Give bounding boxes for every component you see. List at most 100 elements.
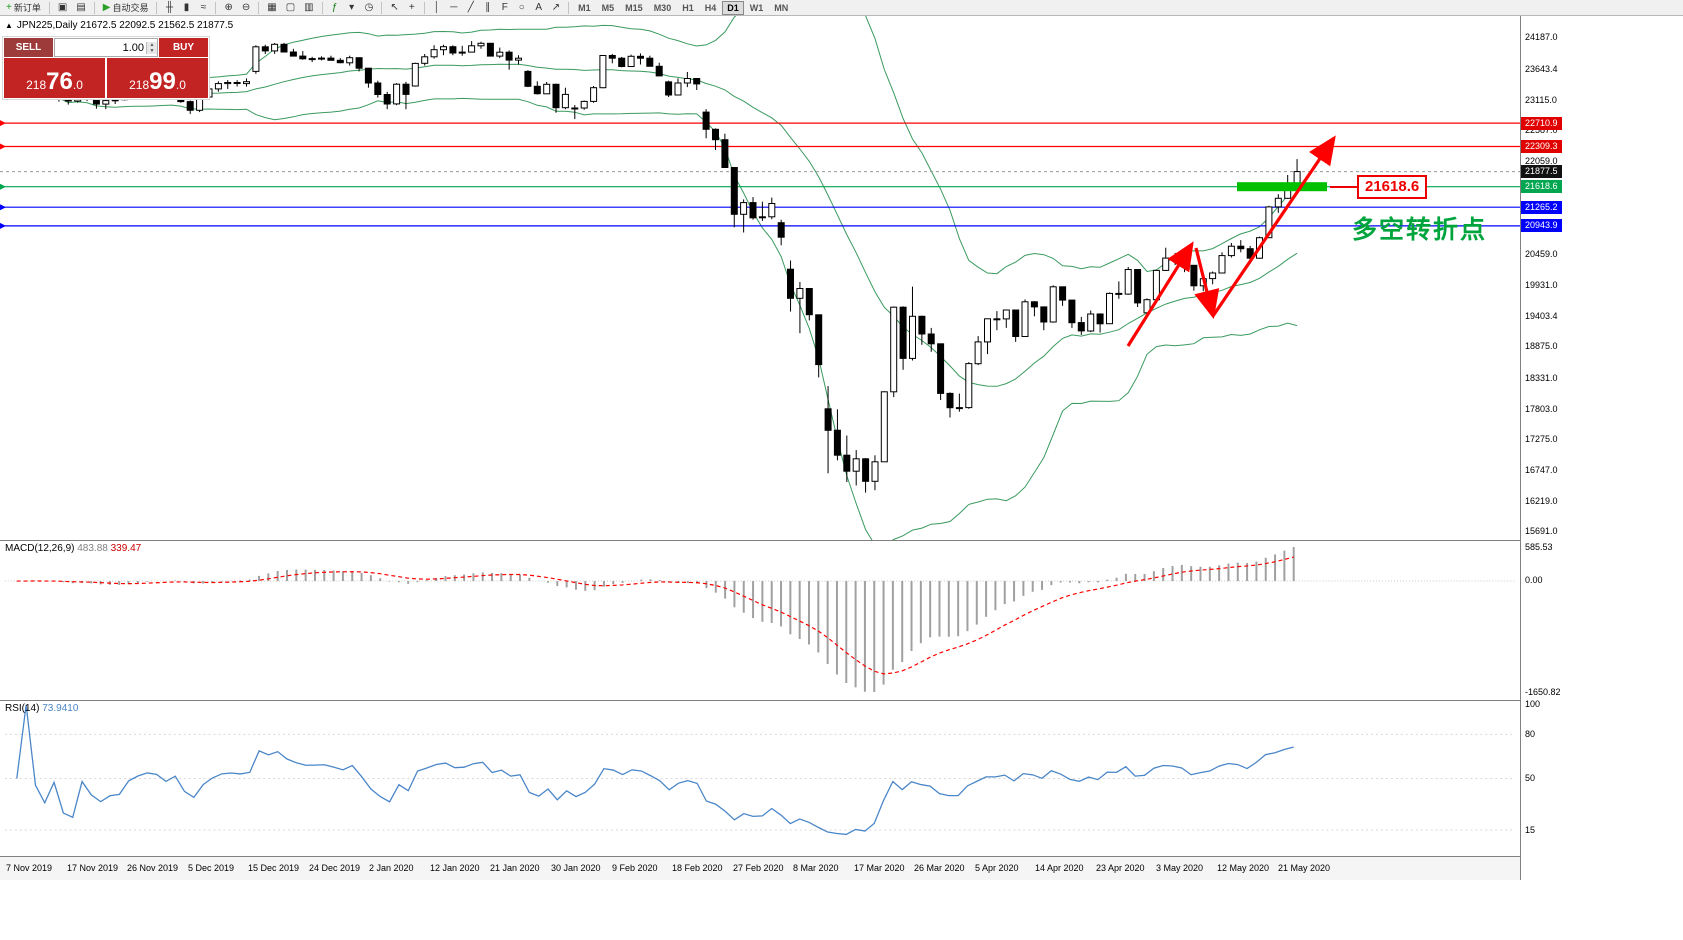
bar-chart-icon[interactable]: ╫ bbox=[161, 1, 177, 15]
fibonacci-icon[interactable]: F bbox=[497, 1, 513, 15]
timeframe-w1[interactable]: W1 bbox=[745, 1, 769, 15]
trend-arrows[interactable] bbox=[1126, 135, 1336, 347]
price-axis-tick: 16219.0 bbox=[1525, 496, 1558, 506]
price-axis-tick: 18331.0 bbox=[1525, 373, 1558, 383]
horizontal-line-icon-glyph: ─ bbox=[450, 1, 458, 13]
zoom-out-icon[interactable]: ⊖ bbox=[238, 1, 254, 15]
bollinger-upper-band bbox=[21, 16, 1298, 275]
crosshair-icon[interactable]: + bbox=[404, 1, 420, 15]
price-badge-21618.6[interactable]: 21618.6 bbox=[1521, 180, 1562, 193]
candle-body bbox=[224, 82, 232, 85]
volume-up-icon[interactable]: ▲ bbox=[147, 41, 157, 48]
arrows-tool-icon[interactable]: ↗ bbox=[548, 1, 564, 15]
price-axis-tick: 17803.0 bbox=[1525, 404, 1558, 414]
indicators-icon[interactable]: ƒ bbox=[327, 1, 343, 15]
date-axis-label: 26 Nov 2019 bbox=[127, 863, 179, 873]
profiles-icon[interactable]: ▤ bbox=[72, 1, 89, 15]
buy-button[interactable]: BUY bbox=[159, 38, 208, 57]
text-tool-button[interactable]: A bbox=[531, 1, 547, 15]
buy-price-sfx: .0 bbox=[175, 78, 186, 92]
toolbar-separator bbox=[215, 1, 217, 14]
sell-button[interactable]: SELL bbox=[4, 38, 53, 57]
shapes-icon-glyph: ○ bbox=[518, 1, 525, 13]
text-tool-button-glyph: A bbox=[535, 1, 543, 13]
price-badge-20943.9[interactable]: 20943.9 bbox=[1521, 219, 1562, 232]
sell-price-button[interactable]: 218 76.0 bbox=[4, 58, 105, 98]
candle-body bbox=[1002, 309, 1010, 320]
candle-body bbox=[993, 318, 1001, 321]
trend-arrow-up-1[interactable] bbox=[1126, 241, 1194, 347]
trend-arrow-down[interactable] bbox=[1194, 247, 1220, 320]
trendline-icon[interactable]: ╱ bbox=[463, 1, 479, 15]
new-order-button[interactable]: + 新订单 bbox=[2, 1, 45, 15]
line-chart-icon[interactable]: ≈ bbox=[195, 1, 211, 15]
chart-header: ▲ JPN225,Daily 21672.5 22092.5 21562.5 21… bbox=[5, 20, 233, 31]
vertical-line-icon[interactable]: │ bbox=[429, 1, 445, 15]
line-chart-icon-glyph: ≈ bbox=[200, 1, 207, 13]
candle-body bbox=[590, 87, 598, 102]
candle-body bbox=[599, 55, 607, 89]
one-click-collapse-icon[interactable]: ▲ bbox=[5, 21, 13, 30]
candle-body bbox=[824, 408, 832, 431]
horizontal-line-icon[interactable]: ─ bbox=[446, 1, 462, 15]
chart-window-icon[interactable]: ▣ bbox=[54, 1, 71, 15]
price-badge-22710.9[interactable]: 22710.9 bbox=[1521, 117, 1562, 130]
timeframe-m1[interactable]: M1 bbox=[573, 1, 596, 15]
candle-body bbox=[280, 43, 288, 53]
candle-body bbox=[374, 82, 382, 95]
zoom-in-icon[interactable]: ⊕ bbox=[220, 1, 236, 15]
trend-arrow-up-2[interactable] bbox=[1211, 135, 1336, 317]
timeframe-m5[interactable]: M5 bbox=[597, 1, 620, 15]
candle-body bbox=[702, 111, 710, 130]
timeframe-mn[interactable]: MN bbox=[769, 1, 793, 15]
vertical-line-icon-glyph: │ bbox=[433, 1, 440, 13]
candle-body bbox=[533, 85, 541, 95]
timeframe-m30[interactable]: M30 bbox=[649, 1, 677, 15]
candle-body bbox=[421, 56, 429, 64]
timeframe-h1[interactable]: H1 bbox=[677, 1, 699, 15]
candle-body bbox=[524, 70, 532, 87]
price-callout-label[interactable]: 21618.6 bbox=[1357, 175, 1428, 199]
periods-icon[interactable]: ◷ bbox=[361, 1, 378, 15]
candle-body bbox=[712, 128, 719, 141]
price-badge-21877.5[interactable]: 21877.5 bbox=[1521, 165, 1562, 178]
candle-body bbox=[749, 202, 757, 219]
toolbar-separator bbox=[568, 1, 570, 14]
channel-icon-glyph: ∥ bbox=[485, 1, 491, 13]
candle-body bbox=[1124, 269, 1132, 295]
candle-body bbox=[637, 55, 644, 59]
candle-body bbox=[486, 42, 494, 57]
cursor-icon[interactable]: ↖ bbox=[386, 1, 402, 15]
candle-body bbox=[1012, 309, 1020, 337]
indicators-dropdown-icon[interactable]: ▾ bbox=[344, 1, 360, 15]
date-axis-label: 5 Apr 2020 bbox=[975, 863, 1019, 873]
timeframe-d1[interactable]: D1 bbox=[722, 0, 744, 15]
breakout-zone-rect[interactable] bbox=[1237, 182, 1327, 192]
level-line-marker bbox=[0, 183, 6, 190]
candle-body bbox=[946, 392, 954, 409]
shapes-icon[interactable]: ○ bbox=[514, 1, 530, 15]
toolbar-separator bbox=[423, 1, 425, 14]
chart-shift-icon[interactable]: ▥ bbox=[300, 1, 317, 15]
auto-arrange-icon[interactable]: ▢ bbox=[282, 1, 299, 15]
candle-body bbox=[965, 363, 973, 409]
timeframe-h4[interactable]: H4 bbox=[700, 1, 722, 15]
price-badge-21265.2[interactable]: 21265.2 bbox=[1521, 201, 1562, 214]
toolbar-separator bbox=[321, 1, 323, 14]
candlestick-chart-icon[interactable]: ▮ bbox=[178, 1, 194, 15]
candle-body bbox=[618, 57, 626, 68]
channel-icon[interactable]: ∥ bbox=[480, 1, 496, 15]
candle-body bbox=[927, 333, 935, 345]
candle-body bbox=[1106, 292, 1113, 325]
candle-body bbox=[393, 83, 401, 105]
autotrading-button[interactable]: ▶ 自动交易 bbox=[99, 1, 153, 15]
candle-body bbox=[580, 100, 588, 109]
volume-down-icon[interactable]: ▼ bbox=[147, 47, 157, 54]
price-badge-22309.3[interactable]: 22309.3 bbox=[1521, 140, 1562, 153]
tile-windows-icon[interactable]: ▦ bbox=[263, 1, 280, 15]
timeframe-m15[interactable]: M15 bbox=[620, 1, 648, 15]
rsi-line bbox=[16, 704, 1294, 836]
buy-price-button[interactable]: 218 99.0 bbox=[107, 58, 208, 98]
volume-input[interactable] bbox=[55, 40, 146, 55]
chart-shift-icon-glyph: ▥ bbox=[304, 1, 314, 13]
